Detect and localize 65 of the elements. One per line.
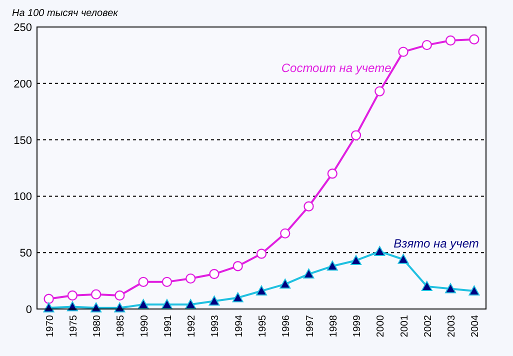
point	[43, 302, 54, 312]
x-tick-label: 1991	[162, 314, 174, 338]
x-tick-label: 2003	[446, 314, 458, 338]
point	[326, 260, 338, 271]
series-label: Состоит на учете	[281, 60, 392, 75]
x-tick-label: 1999	[352, 314, 364, 338]
y-tick-label: 200	[14, 78, 32, 90]
point	[469, 34, 480, 45]
y-tick-label: 100	[14, 191, 32, 204]
x-tick-label: 2004	[470, 314, 482, 338]
y-tick-label: 0	[26, 304, 32, 316]
x-tick-label: 1994	[234, 314, 245, 338]
point	[114, 302, 126, 312]
x-tick-label: 1985	[116, 314, 127, 338]
point	[445, 283, 456, 294]
point	[304, 201, 314, 212]
y-tick-label: 150	[14, 134, 32, 147]
x-tick-label: 1975	[68, 314, 80, 338]
point	[208, 296, 220, 306]
point	[422, 40, 432, 50]
point	[90, 302, 102, 312]
point	[114, 290, 125, 301]
point	[350, 130, 362, 140]
point	[280, 228, 290, 239]
y-tick-label: 250	[14, 22, 32, 34]
x-tick-label: 1993	[210, 314, 222, 338]
point	[421, 280, 432, 291]
point	[67, 290, 78, 301]
point	[256, 248, 267, 259]
series-label: Взято на учет	[394, 236, 479, 250]
point	[374, 86, 385, 96]
point	[185, 298, 196, 309]
point	[303, 268, 314, 279]
y-axis-title: На 100 тысяч человек	[12, 8, 120, 19]
point	[186, 273, 196, 284]
point	[44, 294, 54, 304]
point	[374, 246, 386, 256]
x-tick-label: 1998	[328, 314, 340, 338]
point	[256, 285, 267, 296]
point	[232, 261, 243, 272]
point	[327, 168, 338, 179]
point	[398, 46, 408, 57]
x-tick-label: 1980	[92, 314, 104, 338]
point	[280, 278, 291, 289]
x-tick-label: 1996	[281, 314, 292, 338]
point	[161, 298, 172, 309]
point	[445, 35, 456, 46]
point	[468, 285, 480, 296]
y-tick-label: 50	[20, 248, 32, 260]
point	[90, 289, 102, 300]
x-tick-label: 1970	[44, 314, 56, 338]
point	[350, 254, 362, 265]
x-tick-label: 2001	[399, 314, 410, 338]
x-tick-label: 1990	[139, 314, 150, 338]
x-tick-label: 2000	[376, 314, 387, 338]
point	[232, 292, 244, 302]
point	[209, 268, 220, 280]
x-tick-label: 1992	[186, 314, 198, 338]
point	[162, 276, 172, 288]
point	[138, 298, 149, 309]
x-tick-label: 1997	[304, 314, 316, 338]
point	[398, 254, 409, 264]
x-tick-label: 2002	[422, 314, 434, 338]
point	[138, 276, 148, 288]
x-tick-label: 1995	[258, 314, 268, 338]
